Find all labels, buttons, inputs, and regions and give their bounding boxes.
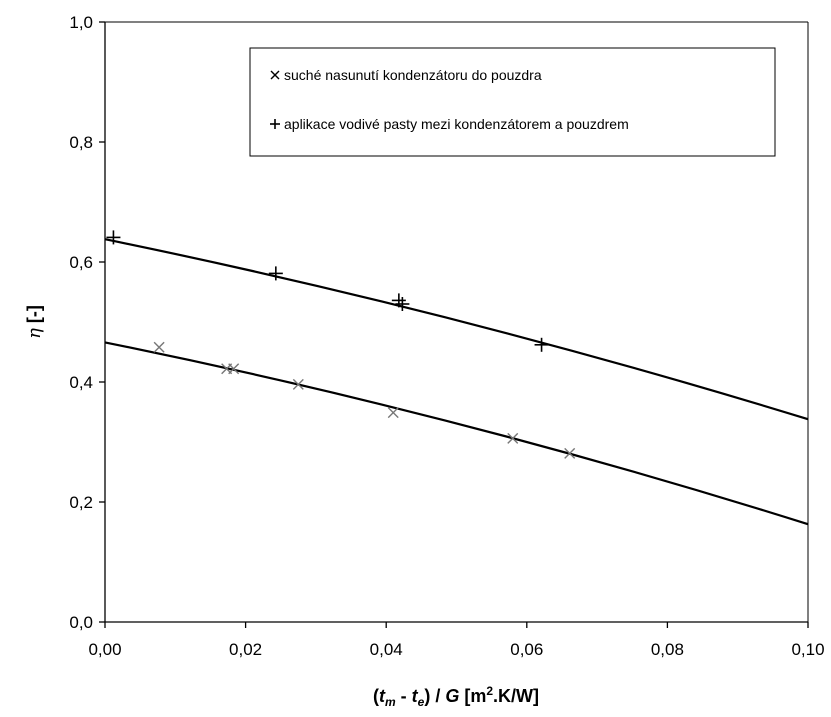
x-axis-label: (tm - te) / G [m2.K/W] — [373, 684, 539, 709]
fit-lines — [104, 238, 809, 526]
y-tick-label: 0,2 — [69, 493, 93, 512]
data-markers — [106, 230, 576, 459]
data-point-series-1 — [387, 407, 399, 419]
data-point-series-1 — [153, 341, 165, 353]
data-point-series-1 — [507, 432, 519, 444]
data-point-series-1 — [228, 363, 240, 375]
data-point-series-2 — [395, 297, 410, 311]
data-point-series-2 — [534, 337, 549, 352]
data-point-series-1 — [292, 378, 304, 390]
legend-label-paste: aplikace vodivé pasty mezi kondenzátorem… — [284, 116, 629, 132]
y-tick-label: 1,0 — [69, 13, 93, 32]
legend-marker-dry — [270, 70, 280, 80]
data-point-series-2 — [106, 230, 121, 245]
x-axis-ticks: 0,00 0,02 0,04 0,06 0,08 0,10 — [88, 622, 825, 659]
legend-marker-paste — [270, 119, 280, 129]
y-tick-label: 0,6 — [69, 253, 93, 272]
x-tick-label: 0,00 — [88, 640, 121, 659]
data-point-series-2 — [268, 266, 283, 281]
fit-line-series-1 — [104, 341, 809, 526]
data-point-series-2 — [391, 293, 406, 308]
y-axis-ticks: 0,0 0,2 0,4 0,6 0,8 1,0 — [69, 13, 105, 632]
y-tick-label: 0,8 — [69, 133, 93, 152]
x-tick-label: 0,08 — [651, 640, 684, 659]
legend: suché nasunutí kondenzátoru do pouzdra a… — [249, 47, 776, 157]
legend-markers — [270, 70, 280, 129]
y-axis-label: η [-] — [24, 305, 45, 339]
x-tick-label: 0,10 — [791, 640, 824, 659]
plot-area — [104, 21, 809, 623]
data-point-series-1 — [564, 447, 576, 459]
x-tick-label: 0,06 — [510, 640, 543, 659]
legend-label-dry: suché nasunutí kondenzátoru do pouzdra — [284, 67, 542, 83]
legend-box — [249, 47, 776, 157]
fit-line-series-2 — [104, 238, 809, 421]
y-tick-label: 0,0 — [69, 613, 93, 632]
x-tick-label: 0,02 — [229, 640, 262, 659]
x-tick-label: 0,04 — [370, 640, 403, 659]
y-tick-label: 0,4 — [69, 373, 93, 392]
